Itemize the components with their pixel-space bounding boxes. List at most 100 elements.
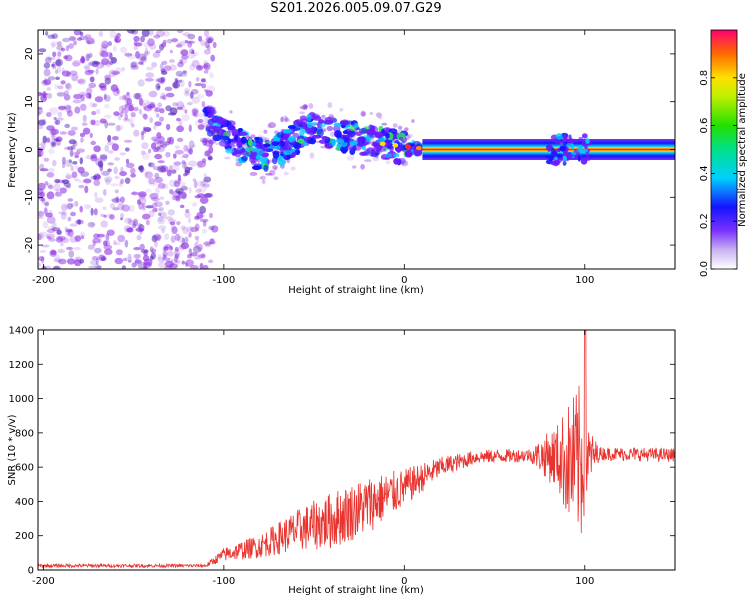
- trace-blob: [399, 157, 406, 165]
- noise-blob: [177, 178, 181, 185]
- noise-blob: [175, 259, 181, 264]
- noise-blob: [99, 154, 108, 160]
- noise-blob: [369, 112, 373, 115]
- noise-blob: [70, 211, 76, 217]
- colorbar-gradient: [710, 29, 738, 270]
- snr-xtick-label: -100: [213, 576, 236, 587]
- noise-blob: [93, 208, 98, 216]
- noise-blob: [101, 40, 109, 49]
- noise-blob: [118, 181, 123, 187]
- noise-blob: [127, 53, 136, 60]
- noise-blob: [67, 202, 73, 210]
- noise-blob: [38, 124, 44, 130]
- trace-blob: [570, 143, 574, 150]
- trace-blob: [276, 131, 284, 139]
- noise-blob: [55, 119, 61, 125]
- noise-blob: [46, 137, 51, 143]
- noise-blob: [38, 110, 43, 114]
- trace-blob: [284, 139, 289, 145]
- noise-blob: [323, 128, 327, 133]
- noise-blob: [139, 243, 145, 251]
- trace-blob: [331, 118, 338, 123]
- noise-blob: [184, 87, 190, 94]
- noise-blob: [51, 33, 58, 39]
- noise-blob: [299, 105, 307, 110]
- noise-blob: [184, 166, 191, 174]
- noise-blob: [205, 242, 211, 248]
- noise-blob: [157, 182, 166, 189]
- trace-blob: [239, 150, 249, 156]
- noise-blob: [250, 134, 256, 139]
- noise-blob: [56, 45, 64, 51]
- noise-blob: [52, 51, 57, 58]
- snr-frame: [37, 329, 676, 571]
- noise-blob: [284, 116, 288, 122]
- noise-blob: [117, 124, 124, 131]
- spectrogram-ytick-label: -20: [24, 237, 35, 253]
- noise-blob: [164, 216, 174, 220]
- trace-blob: [553, 139, 561, 144]
- noise-blob: [156, 132, 162, 139]
- noise-blob: [119, 196, 125, 203]
- spectrogram-ytick-label: 20: [24, 48, 35, 61]
- noise-blob: [64, 203, 72, 210]
- noise-blob: [178, 244, 187, 251]
- noise-blob: [60, 242, 64, 247]
- noise-blob: [262, 179, 266, 184]
- noise-blob: [159, 79, 165, 85]
- noise-blob: [95, 174, 101, 180]
- noise-blob: [187, 33, 196, 40]
- noise-blob: [203, 70, 209, 74]
- noise-blob: [260, 175, 267, 180]
- noise-blob: [63, 182, 72, 187]
- noise-blob: [66, 232, 71, 237]
- noise-blob: [263, 129, 268, 134]
- noise-blob: [195, 77, 200, 82]
- noise-blob: [158, 225, 167, 230]
- trace-blob: [238, 131, 248, 136]
- noise-blob: [87, 53, 93, 59]
- noise-blob: [133, 247, 141, 251]
- noise-blob: [50, 139, 55, 147]
- noise-blob: [38, 262, 42, 268]
- noise-blob: [215, 142, 219, 146]
- trace-blob: [340, 119, 350, 126]
- noise-blob: [66, 110, 73, 117]
- noise-blob: [133, 45, 138, 51]
- trace-blob: [370, 148, 376, 157]
- noise-blob: [59, 131, 67, 135]
- spectrogram-xtick-label: -200: [32, 275, 55, 286]
- noise-blob: [161, 70, 168, 75]
- trace-blob: [225, 148, 235, 154]
- noise-blob: [128, 118, 134, 125]
- noise-blob: [47, 236, 52, 240]
- noise-blob: [119, 171, 127, 177]
- trace-blob: [217, 116, 224, 123]
- noise-blob: [184, 211, 191, 219]
- noise-blob: [65, 229, 73, 233]
- noise-blob: [114, 257, 124, 265]
- noise-blob: [120, 166, 124, 173]
- noise-blob: [121, 67, 125, 72]
- noise-blob: [64, 159, 74, 167]
- noise-blob: [146, 219, 150, 226]
- trace-blob: [297, 138, 305, 144]
- noise-blob: [186, 101, 193, 106]
- noise-blob: [57, 117, 64, 121]
- noise-blob: [79, 35, 88, 41]
- noise-blob: [164, 233, 170, 241]
- noise-blob: [188, 248, 192, 253]
- noise-blob: [134, 259, 142, 264]
- noise-blob: [199, 205, 207, 214]
- noise-blob: [41, 244, 50, 248]
- trace-blob: [562, 160, 567, 166]
- noise-blob: [74, 154, 80, 159]
- trace-blob: [359, 142, 364, 147]
- noise-blob: [72, 99, 82, 104]
- noise-blob: [84, 69, 94, 76]
- noise-blob: [153, 34, 161, 39]
- noise-blob: [100, 213, 105, 218]
- trace-blob: [304, 125, 315, 134]
